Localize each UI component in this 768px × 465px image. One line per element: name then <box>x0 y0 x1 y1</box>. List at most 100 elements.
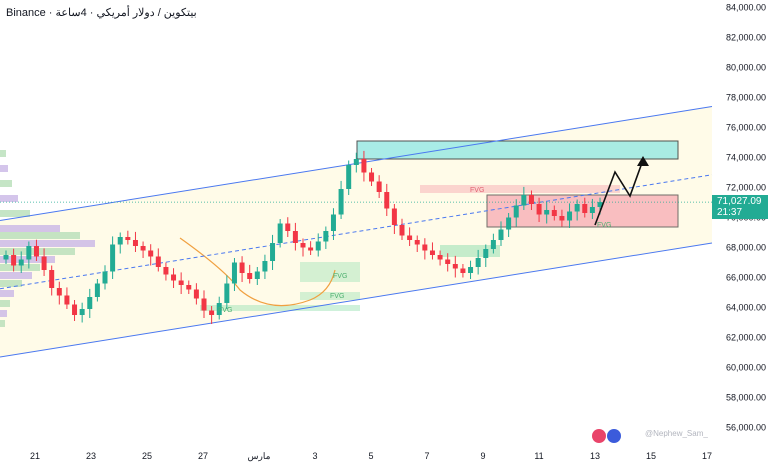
candle-body <box>117 237 123 245</box>
candle-body <box>544 210 550 215</box>
candle-body <box>391 208 397 225</box>
candle-body <box>536 204 542 215</box>
x-tick-label: 25 <box>142 451 152 461</box>
candle-body <box>155 256 161 267</box>
y-tick-label: 62,000.00 <box>726 333 766 343</box>
candle-body <box>125 237 131 240</box>
volume-profile-bar <box>0 290 14 297</box>
candle-body <box>460 268 466 273</box>
y-tick-label: 68,000.00 <box>726 243 766 253</box>
candle-body <box>64 295 70 305</box>
volume-profile-bar <box>0 280 22 287</box>
volume-profile-bar <box>0 210 30 217</box>
x-tick-label: 3 <box>312 451 317 461</box>
candle-body <box>308 247 314 251</box>
y-tick-label: 78,000.00 <box>726 93 766 103</box>
candle-body <box>201 298 207 311</box>
candle-body <box>551 210 557 216</box>
x-tick-label: 27 <box>198 451 208 461</box>
candle-body <box>132 240 138 246</box>
volume-profile-bar <box>0 180 12 187</box>
candle-body <box>102 271 108 284</box>
cup-curve <box>179 237 336 307</box>
candle-body <box>399 225 405 236</box>
candle-body <box>422 244 428 251</box>
candle-body <box>3 255 9 260</box>
candle-body <box>574 204 580 212</box>
candle-body <box>110 244 116 272</box>
candle-body <box>361 159 367 173</box>
candle-body <box>384 192 390 209</box>
candle-body <box>498 229 504 240</box>
y-tick-label: 66,000.00 <box>726 273 766 283</box>
candle-body <box>589 207 595 213</box>
volume-profile-bar <box>0 320 5 327</box>
candle-body <box>475 258 481 267</box>
candle-body <box>292 231 298 243</box>
candle-body <box>323 231 329 242</box>
current-price: 71,027.09 <box>717 196 762 207</box>
fvg-zone <box>420 185 620 193</box>
candle-body <box>11 255 17 266</box>
candle-body <box>300 243 306 248</box>
candle-body <box>285 223 291 231</box>
fvg-zone <box>300 262 360 282</box>
x-tick-label: 5 <box>368 451 373 461</box>
candle-body <box>338 189 344 215</box>
candle-body <box>521 195 527 206</box>
candle-body <box>41 256 47 270</box>
bar-countdown: 21:37 <box>717 207 743 218</box>
candle-body <box>262 261 268 272</box>
candle-body <box>79 309 85 315</box>
volume-profile-bar <box>0 300 10 307</box>
author-watermark: @Nephew_Sam_ <box>645 429 708 438</box>
candle-body <box>148 250 154 257</box>
candle-body <box>26 246 32 260</box>
y-tick-label: 60,000.00 <box>726 363 766 373</box>
volume-profile-bar <box>0 232 80 239</box>
candle-body <box>429 250 435 255</box>
candle-body <box>369 172 375 182</box>
volume-profile-bar <box>0 165 8 172</box>
x-tick-label: 9 <box>480 451 485 461</box>
candle-body <box>140 246 146 251</box>
fvg-label: FVG <box>333 273 347 280</box>
candle-body <box>18 259 24 266</box>
y-tick-label: 56,000.00 <box>726 423 766 433</box>
fvg-label: FVG <box>470 187 484 194</box>
candle-body <box>597 202 603 207</box>
candle-body <box>468 267 474 273</box>
candle-body <box>56 288 62 296</box>
volume-profile-bar <box>0 225 60 232</box>
candle-body <box>216 303 222 315</box>
x-tick-label: 13 <box>590 451 600 461</box>
channel-mid-line <box>0 174 713 290</box>
volume-profile-bar <box>0 272 32 279</box>
candle-body <box>414 240 420 245</box>
y-tick-label: 84,000.00 <box>726 3 766 13</box>
candle-body <box>559 216 565 221</box>
candle-body <box>528 195 534 204</box>
chart-header: Binance · بيتكوين / دولار أمريكي · 4ساعة <box>6 7 197 19</box>
candle-body <box>49 270 55 288</box>
candle-body <box>270 243 276 261</box>
volume-profile-bar <box>0 195 18 202</box>
candle-body <box>490 240 496 249</box>
candle-body <box>407 235 413 240</box>
candle-body <box>163 267 169 275</box>
y-tick-label: 82,000.00 <box>726 33 766 43</box>
candle-body <box>247 273 253 279</box>
candle-body <box>33 246 39 257</box>
projection-path <box>594 159 644 226</box>
y-tick-label: 58,000.00 <box>726 393 766 403</box>
channel-lower-line <box>0 242 713 358</box>
candle-body <box>193 289 199 299</box>
candle-body <box>277 223 283 243</box>
x-tick-label: 7 <box>424 451 429 461</box>
candle-body <box>330 214 336 231</box>
candle-body <box>94 283 100 297</box>
lightning-logo-icon <box>592 429 606 443</box>
volume-profile-bar <box>0 264 40 271</box>
x-tick-label: 11 <box>534 451 543 461</box>
